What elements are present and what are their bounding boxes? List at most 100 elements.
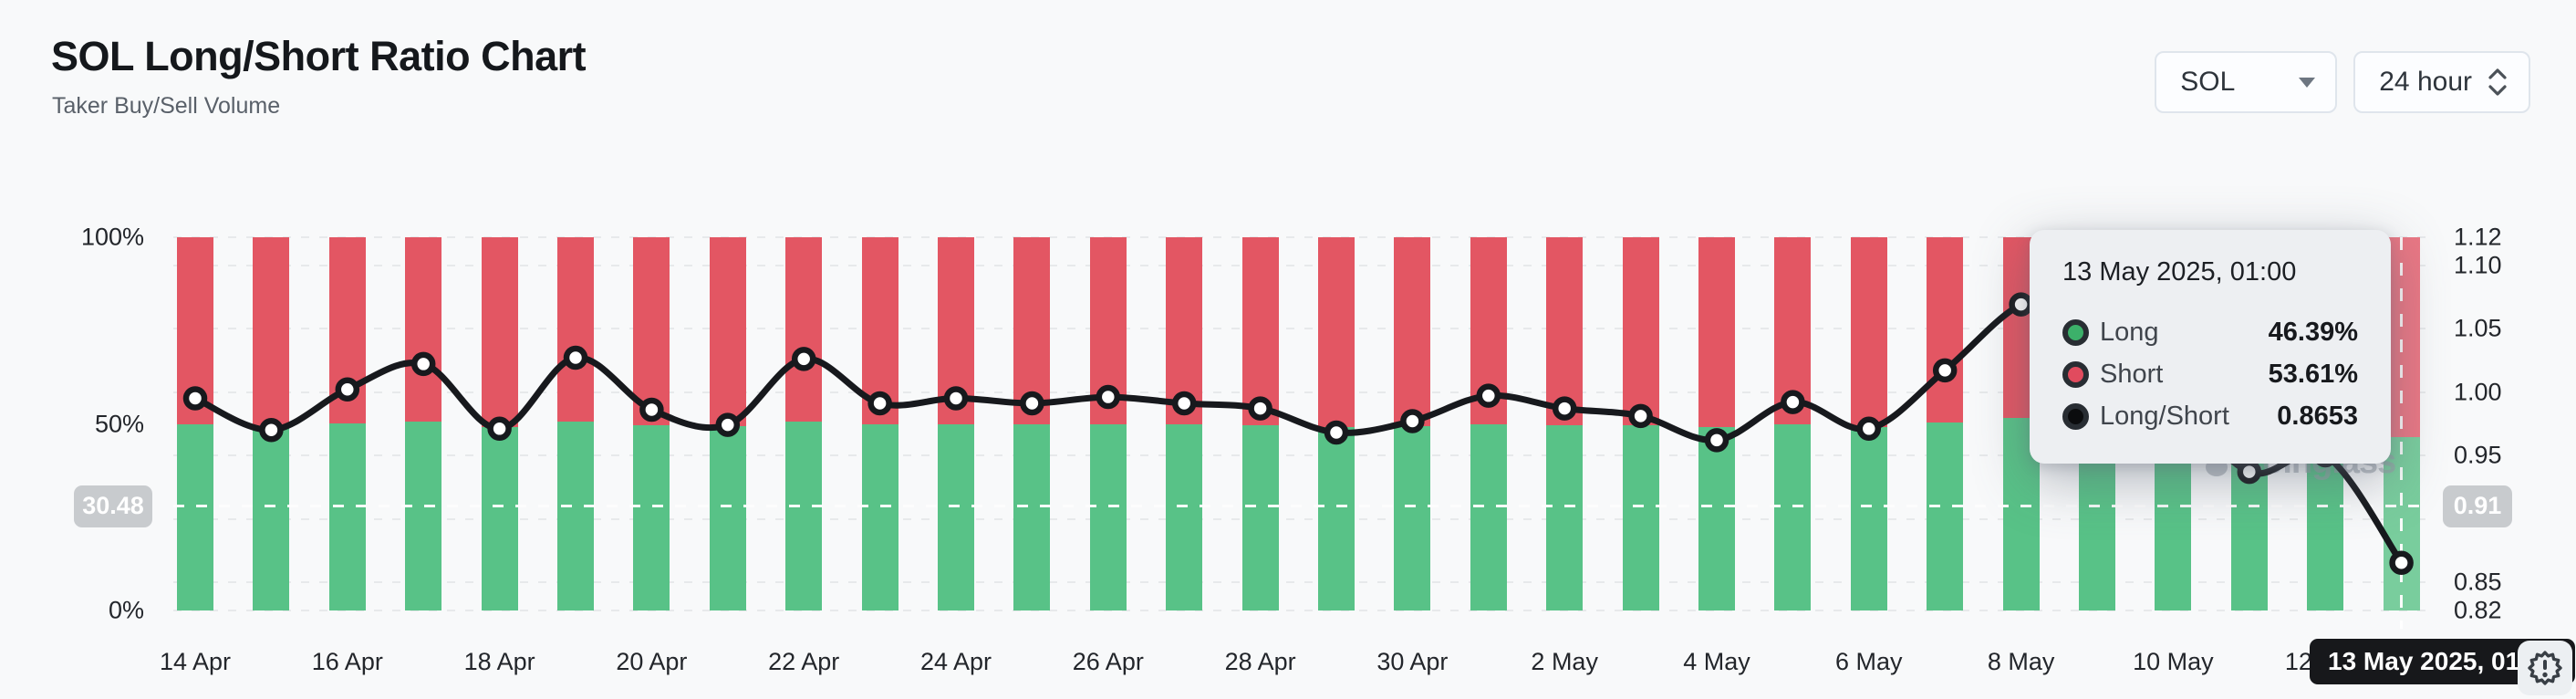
bar-long-3-may[interactable] <box>1622 425 1659 610</box>
ratio-point-22-apr[interactable] <box>791 347 816 371</box>
right-axis-tick: 1.05 <box>2454 314 2502 342</box>
bar-long-2-may[interactable] <box>1546 424 1584 610</box>
x-axis-tick: 6 May <box>1835 648 1903 675</box>
chevron-down-icon <box>2299 77 2316 88</box>
tooltip-long-label: Long <box>2100 317 2159 347</box>
bar-short-26-apr[interactable] <box>1089 237 1127 424</box>
ratio-point-13-may[interactable] <box>2389 550 2414 575</box>
bar-short-17-apr[interactable] <box>405 237 442 423</box>
bar-long-18-apr[interactable] <box>481 426 518 610</box>
tooltip-short-label: Short <box>2100 359 2164 389</box>
ratio-point-24-apr[interactable] <box>943 386 969 411</box>
bar-short-27-apr[interactable] <box>1166 237 1203 425</box>
bar-short-24-apr[interactable] <box>938 237 974 425</box>
ratio-point-29-apr[interactable] <box>1324 420 1349 445</box>
ratio-point-16-apr[interactable] <box>335 377 360 402</box>
bar-long-25-apr[interactable] <box>1013 424 1051 610</box>
ratio-point-15-apr[interactable] <box>259 417 284 443</box>
ratio-point-1-may[interactable] <box>1476 383 1501 408</box>
bar-long-29-apr[interactable] <box>1318 426 1355 610</box>
gridline <box>173 517 2428 520</box>
long-marker-icon <box>2062 318 2089 346</box>
bar-long-7-may[interactable] <box>1927 422 1964 610</box>
bar-short-6-may[interactable] <box>1850 237 1887 427</box>
bar-short-19-apr[interactable] <box>557 237 594 422</box>
tooltip-row-long: Long 46.39% <box>2062 311 2358 353</box>
bar-short-7-may[interactable] <box>1927 237 1964 423</box>
ratio-point-18-apr[interactable] <box>487 416 512 442</box>
symbol-select[interactable]: SOL <box>2155 51 2338 113</box>
bar-long-21-apr[interactable] <box>709 426 746 610</box>
bar-long-28-apr[interactable] <box>1241 424 1279 610</box>
right-axis-tick: 0.95 <box>2454 441 2502 469</box>
ratio-point-19-apr[interactable] <box>563 345 588 370</box>
ratio-point-7-may[interactable] <box>1932 358 1958 383</box>
ratio-point-2-may[interactable] <box>1552 396 1577 421</box>
ratio-point-21-apr[interactable] <box>715 412 741 437</box>
left-axis-tick: 0% <box>108 596 144 624</box>
bar-short-2-may[interactable] <box>1546 237 1584 425</box>
bar-long-6-may[interactable] <box>1850 426 1887 610</box>
bar-short-1-may[interactable] <box>1470 237 1507 424</box>
bar-short-3-may[interactable] <box>1622 237 1659 426</box>
ratio-point-26-apr[interactable] <box>1096 384 1121 410</box>
ratio-point-4-may[interactable] <box>1704 428 1729 453</box>
right-axis-tick: 1.10 <box>2454 251 2502 278</box>
disclaimer-button[interactable] <box>2518 641 2572 695</box>
bar-long-19-apr[interactable] <box>557 421 594 610</box>
bar-short-22-apr[interactable] <box>785 237 823 422</box>
alert-seal-icon <box>2528 651 2562 685</box>
interval-select[interactable]: 24 hour <box>2353 51 2530 113</box>
ratio-point-27-apr[interactable] <box>1171 391 1197 416</box>
gridline <box>173 610 2428 611</box>
x-axis-tick: 16 Apr <box>311 648 383 675</box>
bar-short-30-apr[interactable] <box>1394 237 1431 426</box>
x-axis-tick: 2 May <box>1531 648 1598 675</box>
ratio-point-5-may[interactable] <box>1781 390 1805 414</box>
bar-long-16-apr[interactable] <box>328 423 366 610</box>
bar-short-20-apr[interactable] <box>633 237 670 425</box>
bar-short-4-may[interactable] <box>1698 237 1735 428</box>
ratio-point-6-may[interactable] <box>1856 416 1882 442</box>
ratio-point-17-apr[interactable] <box>410 351 436 377</box>
bar-short-28-apr[interactable] <box>1241 237 1279 425</box>
crosshair-left-value-badge: 30.48 <box>74 485 152 527</box>
bar-long-23-apr[interactable] <box>861 424 898 610</box>
bar-long-14-apr[interactable] <box>177 424 213 610</box>
bar-long-22-apr[interactable] <box>785 421 823 610</box>
interval-select-value: 24 hour <box>2379 67 2472 97</box>
bar-short-16-apr[interactable] <box>328 237 366 424</box>
ratio-point-25-apr[interactable] <box>1020 391 1044 416</box>
bar-short-23-apr[interactable] <box>861 237 898 425</box>
bar-short-14-apr[interactable] <box>177 237 213 425</box>
bar-long-30-apr[interactable] <box>1394 425 1431 610</box>
bar-long-20-apr[interactable] <box>633 424 670 610</box>
x-axis-tick: 8 May <box>1987 648 2055 675</box>
right-axis-tick: 1.12 <box>2454 223 2502 251</box>
ratio-point-3-may[interactable] <box>1628 403 1653 429</box>
bar-long-24-apr[interactable] <box>938 424 974 610</box>
tooltip-ratio-label: Long/Short <box>2100 401 2229 431</box>
bar-long-27-apr[interactable] <box>1166 424 1203 610</box>
ratio-point-14-apr[interactable] <box>182 386 208 411</box>
bar-long-26-apr[interactable] <box>1089 423 1127 610</box>
bar-long-15-apr[interactable] <box>253 426 290 610</box>
bar-short-15-apr[interactable] <box>253 237 290 427</box>
ratio-point-23-apr[interactable] <box>867 391 892 416</box>
bar-short-18-apr[interactable] <box>481 237 518 427</box>
ratio-point-8-may[interactable] <box>2009 292 2033 317</box>
bar-long-4-may[interactable] <box>1698 427 1735 610</box>
ratio-point-28-apr[interactable] <box>1248 396 1272 421</box>
bar-short-25-apr[interactable] <box>1013 237 1051 425</box>
bar-long-1-may[interactable] <box>1470 423 1507 610</box>
bar-long-17-apr[interactable] <box>405 422 442 610</box>
symbol-select-value: SOL <box>2180 67 2236 97</box>
x-axis-tick: 28 Apr <box>1224 648 1296 675</box>
bar-long-5-may[interactable] <box>1774 424 1812 610</box>
ratio-point-20-apr[interactable] <box>639 397 664 423</box>
bar-short-29-apr[interactable] <box>1318 237 1355 427</box>
x-axis-tick: 24 Apr <box>919 648 992 675</box>
bar-short-5-may[interactable] <box>1774 237 1812 425</box>
bar-short-21-apr[interactable] <box>709 237 746 427</box>
ratio-point-30-apr[interactable] <box>1400 409 1425 433</box>
